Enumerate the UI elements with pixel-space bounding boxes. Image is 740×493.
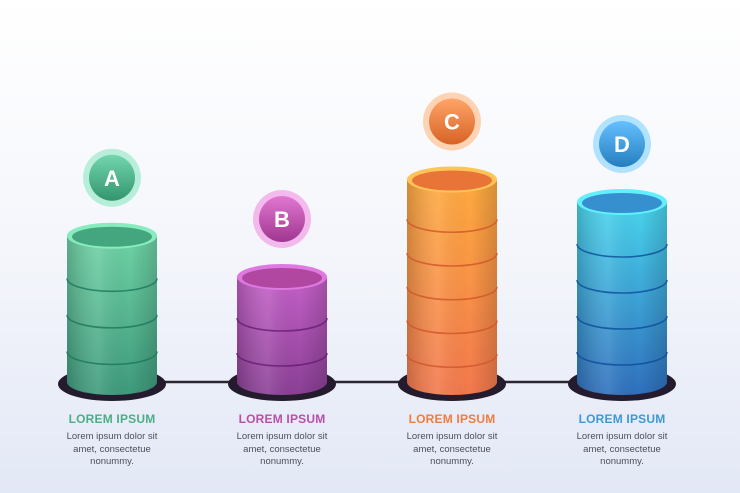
badge-letter: B: [274, 207, 290, 232]
badge-a: A: [83, 148, 141, 207]
cylinder-top-inner: [412, 170, 492, 191]
cylinder-top-inner: [72, 226, 152, 247]
cylinder-shading: [67, 235, 157, 395]
cylinder-ring: [236, 352, 328, 367]
badge-b: B: [253, 190, 311, 248]
category-desc-line: Lorem ipsum dolor sit: [576, 431, 668, 442]
badge-c: C: [423, 92, 481, 151]
cylinder-top-inner: [242, 268, 322, 288]
bars: [66, 166, 668, 395]
cylinder-ring: [406, 252, 498, 267]
cylinder-ring: [576, 315, 668, 330]
cylinder-ring: [66, 351, 158, 366]
cylinder-ring: [406, 354, 498, 369]
badge-circle: [259, 196, 305, 242]
category-label-b: LOREM IPSUM Lorem ipsum dolor sit amet, …: [207, 412, 357, 469]
category-title: LOREM IPSUM: [68, 412, 156, 426]
cylinder-shading: [237, 277, 327, 395]
category-desc-line: nonummy.: [430, 456, 474, 467]
category-desc-line: nonummy.: [600, 456, 644, 467]
category-desc-line: Lorem ipsum dolor sit: [66, 431, 158, 442]
cylinder-top-inner: [582, 193, 662, 213]
category-desc-line: Lorem ipsum dolor sit: [406, 431, 498, 442]
cylinder-ring: [236, 317, 328, 332]
category-label-c: LOREM IPSUM Lorem ipsum dolor sit amet, …: [377, 412, 527, 469]
category-desc-line: amet, consectetue: [583, 443, 661, 455]
bar-d: [576, 189, 668, 395]
badge-letter: D: [614, 132, 630, 157]
category-desc-line: nonummy.: [90, 456, 134, 467]
category-label-d: LOREM IPSUM Lorem ipsum dolor sit amet, …: [547, 412, 697, 469]
cylinder-ring: [406, 286, 498, 301]
category-title: LOREM IPSUM: [408, 412, 496, 426]
cylinder-shading: [577, 202, 667, 395]
bar-c: [406, 166, 498, 395]
badge-circle: [599, 121, 645, 167]
cylinder-ring: [576, 243, 668, 258]
badge-letter: A: [104, 166, 120, 191]
badge-d: D: [593, 115, 651, 173]
category-label-a: LOREM IPSUM Lorem ipsum dolor sit amet, …: [37, 412, 187, 469]
category-title: LOREM IPSUM: [238, 412, 326, 426]
category-desc-line: amet, consectetue: [73, 443, 151, 455]
cylinder-shading: [407, 179, 497, 395]
cylinder-ring: [576, 279, 668, 294]
cylinder-ring: [406, 320, 498, 335]
category-desc-line: Lorem ipsum dolor sit: [236, 431, 328, 442]
cylinder-ring: [576, 351, 668, 366]
bar-a: [66, 222, 158, 395]
badge-circle: [89, 154, 135, 201]
badge-circle: [429, 98, 475, 145]
cylinder-ring: [66, 278, 158, 293]
category-desc-line: amet, consectetue: [413, 443, 491, 455]
cylinder-ring: [66, 314, 158, 329]
category-desc-line: nonummy.: [260, 456, 304, 467]
badges: A B C D: [83, 92, 651, 248]
badge-letter: C: [444, 110, 460, 135]
bar-b: [236, 264, 328, 395]
category-title: LOREM IPSUM: [578, 412, 666, 426]
category-desc-line: amet, consectetue: [243, 443, 321, 455]
cylinder-ring: [406, 219, 498, 234]
